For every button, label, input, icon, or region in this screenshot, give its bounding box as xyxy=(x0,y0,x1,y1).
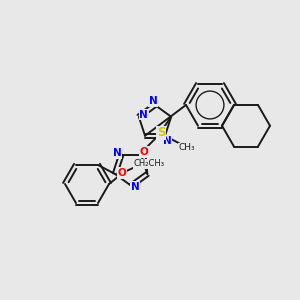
Text: N: N xyxy=(113,148,122,158)
Text: O: O xyxy=(118,168,126,178)
Text: CH₂CH₃: CH₂CH₃ xyxy=(134,160,164,169)
Text: N: N xyxy=(140,110,148,120)
Text: S: S xyxy=(157,126,165,139)
Text: N: N xyxy=(131,182,140,192)
Text: N: N xyxy=(163,136,171,146)
Text: O: O xyxy=(140,147,148,157)
Text: N: N xyxy=(148,96,158,106)
Text: CH₃: CH₃ xyxy=(179,143,195,152)
